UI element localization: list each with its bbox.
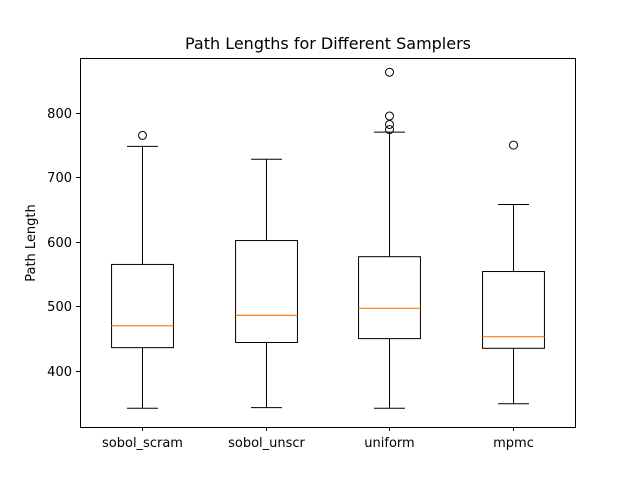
iqr-box [235, 240, 298, 343]
outlier-point [385, 125, 394, 135]
box-uniform [358, 67, 421, 409]
box-series [111, 67, 545, 409]
x-tick-label: uniform [364, 436, 414, 451]
y-tick-label: 700 [47, 171, 72, 186]
iqr-box [358, 256, 421, 340]
x-tick-label: sobol_unscr [228, 436, 305, 451]
iqr-box [111, 263, 174, 349]
y-axis-label: Path Length [24, 204, 39, 282]
box-sobol_scram [111, 130, 174, 409]
outlier-point [385, 67, 394, 77]
x-tick-label: mpmc [493, 436, 534, 451]
y-tick-label: 800 [47, 107, 72, 122]
y-tick-label: 600 [47, 236, 72, 251]
y-tick-label: 500 [47, 300, 72, 315]
box-mpmc [482, 140, 545, 405]
outlier-point [138, 130, 147, 140]
y-axis: 400 500 600 700 800 [47, 107, 80, 380]
x-axis: sobol_scram sobol_unscr uniform mpmc [102, 427, 534, 451]
chart-title: Path Lengths for Different Samplers [185, 34, 471, 53]
outlier-point [385, 111, 394, 121]
iqr-box [482, 271, 545, 349]
x-tick-label: sobol_scram [102, 436, 183, 451]
y-tick-label: 400 [47, 365, 72, 380]
outlier-point [509, 140, 518, 150]
box-sobol_unscr [235, 158, 298, 409]
plot-frame [80, 58, 576, 428]
